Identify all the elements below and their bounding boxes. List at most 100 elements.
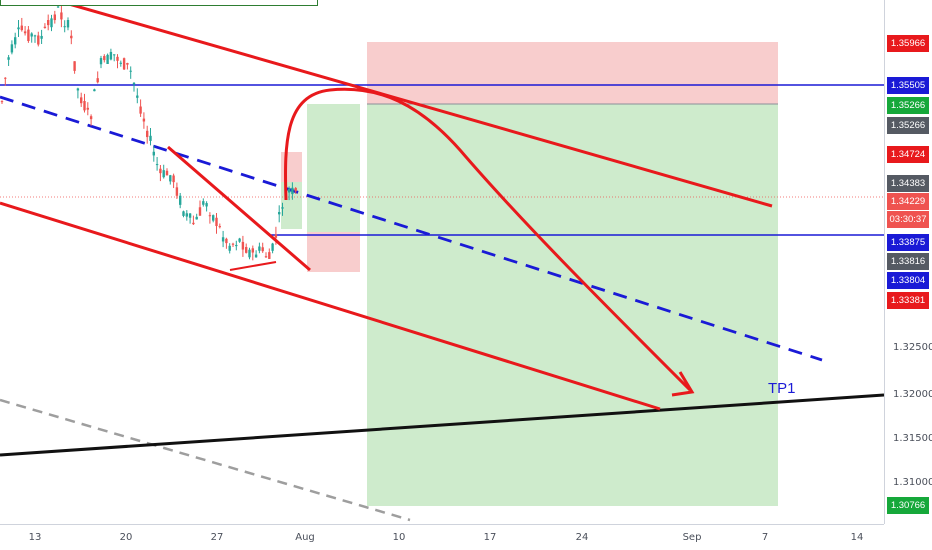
- take-profit-zone: [367, 104, 778, 506]
- past-stop-zone: [307, 232, 360, 272]
- candle-body: [17, 27, 20, 30]
- candle-body: [80, 97, 83, 104]
- candle-body: [238, 238, 241, 242]
- candle-body: [245, 247, 248, 253]
- candle-body: [192, 222, 195, 225]
- price-tag-stop: 1.35966: [887, 35, 929, 52]
- candle-body: [132, 82, 136, 85]
- channel-lower: [0, 201, 661, 411]
- price-tag: 1.34383: [887, 175, 929, 192]
- candle-body: [56, 6, 60, 8]
- candle-body: [162, 170, 165, 178]
- candle-body: [165, 170, 169, 176]
- price-tag-resistance: 1.35505: [887, 77, 929, 94]
- candle-body: [30, 33, 33, 37]
- gray-dashed-trend: [0, 398, 411, 522]
- candle-body: [172, 175, 175, 183]
- candle-body: [37, 35, 40, 45]
- candle-body: [76, 88, 80, 91]
- price-tag-target: 1.30766: [887, 497, 929, 514]
- candle-body: [225, 238, 228, 244]
- candle-body: [119, 62, 122, 64]
- candle-body: [99, 58, 103, 65]
- x-tick-label: 20: [119, 532, 133, 543]
- x-tick-label: 14: [850, 532, 864, 543]
- candle-body: [142, 118, 146, 122]
- candle-body: [195, 216, 198, 220]
- candle-body: [43, 26, 47, 28]
- candle-body: [179, 195, 182, 205]
- candle-body: [40, 35, 43, 39]
- stop-loss-zone: [367, 42, 778, 104]
- candle-body: [185, 213, 188, 217]
- candle-body: [14, 37, 17, 45]
- candle-body: [4, 77, 7, 79]
- candle-body: [63, 26, 66, 28]
- candle-body: [258, 246, 261, 251]
- x-tick-label: 17: [483, 532, 497, 543]
- chart-canvas[interactable]: [0, 0, 884, 524]
- candle-body: [205, 203, 208, 207]
- candle-body: [73, 61, 76, 71]
- tp1-label: TP1: [768, 380, 796, 397]
- candle-body: [261, 247, 264, 252]
- candle-body: [60, 12, 63, 20]
- candle-body: [231, 243, 235, 245]
- candle-body: [271, 243, 274, 251]
- candle-body: [274, 234, 278, 238]
- x-tick-label: 24: [575, 532, 589, 543]
- projection-path: [283, 87, 692, 392]
- candle-body: [33, 35, 37, 37]
- candle-body: [215, 217, 218, 227]
- candle-body: [188, 213, 192, 218]
- time-axis[interactable]: 13 20 27 Aug 10 17 24 Sep 7 14: [0, 524, 884, 550]
- candle-body: [152, 151, 155, 156]
- candle-body: [248, 249, 251, 258]
- candle-body: [159, 168, 162, 174]
- candle-body: [294, 188, 297, 192]
- candle-body: [96, 78, 99, 83]
- past-target-zone: [307, 104, 360, 232]
- candle-body: [182, 211, 185, 216]
- candle-body: [116, 56, 119, 61]
- candle-body: [212, 215, 215, 221]
- candle-body: [86, 107, 89, 110]
- candle-body: [27, 29, 30, 41]
- candle-body: [129, 70, 132, 72]
- candle-body: [103, 56, 106, 61]
- price-tag-current: 1.34229: [887, 193, 929, 210]
- candle-body: [47, 20, 50, 26]
- candle-body: [53, 14, 56, 21]
- wedge-upper: [167, 145, 311, 272]
- long-support-trend: [0, 393, 884, 457]
- candle-body: [149, 135, 152, 141]
- candle-body: [10, 44, 14, 53]
- candle-body: [7, 57, 10, 60]
- candle-body: [235, 244, 238, 247]
- candle-body: [221, 237, 225, 242]
- candle-body: [109, 51, 113, 60]
- channel-upper: [54, 0, 773, 208]
- wedge-lower: [229, 261, 277, 271]
- x-tick-label: 27: [210, 532, 224, 543]
- price-tag: 1.33804: [887, 272, 929, 289]
- candle-body: [113, 54, 116, 56]
- top-info-box: [0, 0, 318, 6]
- candle-body: [251, 248, 254, 253]
- candle-body: [0, 101, 4, 103]
- price-tag: 1.34724: [887, 146, 929, 163]
- candle-body: [155, 164, 159, 166]
- candle-body: [287, 188, 291, 193]
- candle-body: [254, 254, 258, 258]
- price-tag: 1.33816: [887, 253, 929, 270]
- x-tick-label: 10: [392, 532, 406, 543]
- y-tick-label: 1.31500: [893, 433, 932, 444]
- candle-body: [23, 31, 27, 34]
- price-tag-support: 1.33875: [887, 234, 929, 251]
- candle-body: [241, 241, 245, 250]
- price-tag-entry: 1.35266: [887, 97, 929, 114]
- candle-body: [106, 54, 109, 65]
- projection-arrowhead: [671, 371, 695, 397]
- x-tick-label: Sep: [682, 532, 702, 543]
